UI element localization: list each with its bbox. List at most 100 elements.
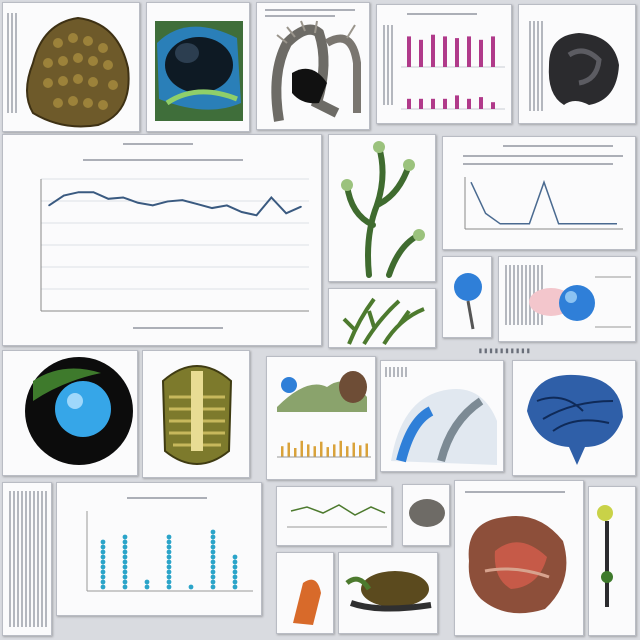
page-caption: ▮▮▮▮▮▮▮▮▮▮ <box>478 346 532 355</box>
bar-dot <box>122 539 128 545</box>
heart-illustration <box>468 516 567 614</box>
small-line-chart <box>287 504 387 528</box>
bar-dot <box>166 574 172 580</box>
data-point <box>196 203 199 205</box>
bar <box>419 98 423 109</box>
panel-turtle <box>338 552 438 634</box>
bar <box>313 446 316 457</box>
dot-bar-chart <box>86 511 253 592</box>
bar-dot <box>232 584 238 590</box>
bar-dot <box>144 584 150 590</box>
specimen-illustration <box>597 505 613 607</box>
bar-dot <box>232 564 238 570</box>
pinecone-illustration <box>26 16 130 128</box>
bar-dot <box>122 569 128 575</box>
bar <box>455 38 459 67</box>
neuron-illustration <box>527 374 623 465</box>
data-point <box>92 191 95 193</box>
bar <box>443 36 447 67</box>
panel-blue-cell <box>146 2 250 132</box>
panel-shell <box>402 484 450 546</box>
data-point <box>255 214 258 217</box>
panel-blue-globe-small <box>442 256 492 338</box>
bar-dot <box>122 554 128 560</box>
turtle-illustration <box>345 571 432 612</box>
bar-dot <box>210 534 216 540</box>
panel-spike-chart <box>442 136 636 250</box>
bar-dot <box>232 579 238 585</box>
magenta-bar-chart <box>401 34 505 110</box>
bar <box>333 444 336 457</box>
bar <box>455 95 459 109</box>
bar <box>467 98 471 109</box>
data-point <box>77 191 80 193</box>
data-point <box>240 211 243 213</box>
bar-dot <box>122 574 128 580</box>
bar <box>281 446 284 457</box>
shell-illustration <box>409 499 445 527</box>
bar-dot <box>166 579 172 585</box>
data-point <box>211 207 213 209</box>
panel-heart <box>454 480 584 636</box>
data-point <box>63 194 65 197</box>
figure-illustration <box>293 579 321 625</box>
trilobite-illustration <box>161 365 233 465</box>
landscape-illustration <box>277 371 367 412</box>
skeleton-illustration <box>271 20 361 122</box>
bar <box>294 448 297 457</box>
bar-dot <box>210 559 216 565</box>
bar-dot <box>232 559 238 565</box>
data-point <box>226 204 228 207</box>
bar-dot <box>122 559 128 565</box>
bar-dot <box>100 579 106 585</box>
panel-text-column <box>2 482 52 636</box>
bar <box>407 98 411 109</box>
bar <box>326 447 329 457</box>
bar <box>467 36 471 67</box>
bar-dot <box>100 539 106 545</box>
bar <box>431 34 435 67</box>
bar-dot <box>166 539 172 545</box>
bar <box>491 36 495 67</box>
bar <box>300 440 303 457</box>
bar-dot <box>122 534 128 540</box>
panel-eye <box>2 350 138 476</box>
bar <box>419 39 423 67</box>
panel-diagram-blue <box>498 256 636 342</box>
bar-dot <box>100 584 106 590</box>
bar-dot <box>210 579 216 585</box>
panel-neuron <box>512 360 636 476</box>
line-chart <box>40 178 309 312</box>
bar-dot <box>232 554 238 560</box>
bar-dot <box>100 554 106 560</box>
bar <box>359 445 362 457</box>
panel-landscape-chart <box>266 356 376 480</box>
bar-dot <box>232 574 238 580</box>
bar <box>365 443 368 457</box>
panel-bar-chart-magenta <box>376 4 512 124</box>
data-point <box>285 212 287 215</box>
cell-illustration <box>155 21 243 121</box>
organ-illustration <box>548 33 619 105</box>
panel-dark-organ <box>518 4 636 124</box>
panel-small-line-chart <box>276 486 392 546</box>
bar-dot <box>166 584 172 590</box>
data-point <box>48 204 50 207</box>
seaweed-illustration <box>341 141 425 278</box>
bar <box>443 98 447 109</box>
bar-dot <box>210 574 216 580</box>
bar-dot <box>100 549 106 555</box>
diagram-illustration <box>529 276 631 328</box>
panel-pinecone <box>2 2 140 132</box>
bar-dot <box>166 554 172 560</box>
bar-dot <box>122 544 128 550</box>
data-point <box>300 205 302 208</box>
bar <box>479 39 483 67</box>
panel-seaweed-small <box>328 288 436 348</box>
heights-bar-chart <box>277 440 371 458</box>
bar-dot <box>210 569 216 575</box>
bar-dot <box>210 539 216 545</box>
bar <box>287 442 290 457</box>
panel-blue-anatomy <box>380 360 504 472</box>
bar-dot <box>210 544 216 550</box>
